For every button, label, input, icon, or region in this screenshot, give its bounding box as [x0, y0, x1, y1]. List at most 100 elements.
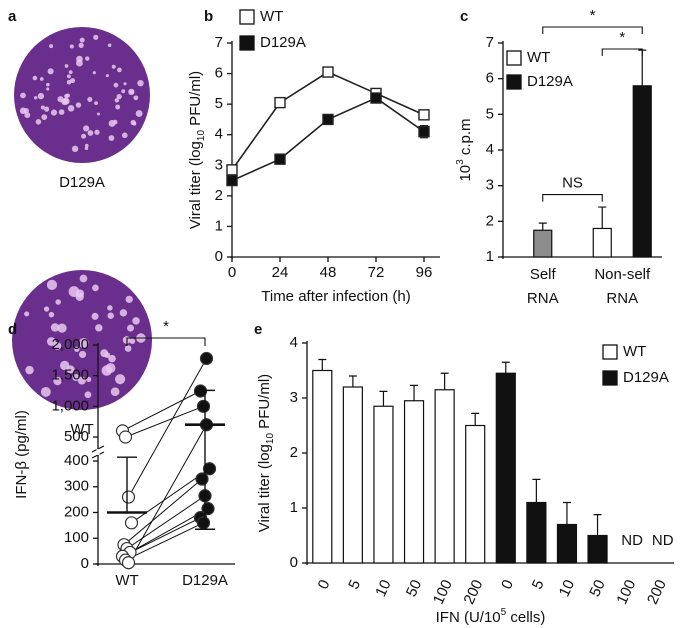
plaque	[84, 391, 92, 399]
plaque	[130, 90, 135, 94]
panel-label: e	[254, 321, 262, 338]
plaque	[129, 338, 136, 344]
marker	[274, 96, 286, 109]
pair-line	[123, 478, 203, 546]
plaque	[64, 64, 69, 68]
y-tick-label: 6	[215, 65, 223, 82]
y-tick-label: 3	[486, 177, 494, 194]
y-tick-label: 0	[290, 554, 298, 571]
y-axis-label-part: 10	[265, 433, 276, 445]
plaque	[57, 96, 64, 103]
plaque	[64, 93, 69, 99]
plaque	[46, 337, 56, 346]
bar	[587, 534, 608, 564]
plaque	[84, 146, 89, 151]
legend-swatch	[239, 35, 255, 51]
axis-break-gap	[96, 449, 100, 455]
point	[118, 430, 133, 444]
y-tick-label: 4	[290, 334, 298, 351]
x-tick-label: 50	[403, 577, 425, 599]
marker	[322, 66, 334, 78]
pair-line	[126, 495, 206, 549]
y-tick-label: 200	[64, 503, 89, 520]
y-tick-label: 2	[290, 444, 298, 461]
plaque	[39, 77, 44, 81]
marker	[274, 153, 286, 165]
y-tick-label: 2,000	[51, 336, 89, 353]
error-bar	[410, 384, 419, 401]
plaque	[116, 93, 122, 100]
y-tick-label: 5	[486, 105, 494, 122]
point	[196, 399, 211, 413]
plaque	[92, 284, 99, 292]
x-tick-label: 200	[460, 577, 486, 607]
annotation: *	[619, 29, 625, 46]
plaque	[55, 299, 61, 305]
y-tick-label: 300	[64, 478, 89, 495]
plaque	[123, 82, 127, 86]
y-tick-label: 6	[486, 70, 494, 87]
x-tick-label: 5	[529, 577, 548, 592]
y-tick-label: 0	[215, 248, 223, 265]
x-axis-label-part: 5	[501, 607, 507, 618]
plaque	[124, 345, 132, 352]
plaque	[108, 354, 116, 363]
annotation: *	[163, 318, 169, 335]
x-tick-label: 0	[498, 577, 517, 592]
bar	[592, 227, 612, 258]
plaque	[84, 143, 89, 148]
plaque	[105, 74, 109, 78]
plaque	[20, 92, 26, 99]
y-tick-label: 7	[486, 34, 494, 51]
plaque	[43, 306, 50, 312]
x-tick-label: WT	[115, 572, 138, 589]
plaque	[104, 352, 111, 359]
y-tick-label: 1	[290, 499, 298, 516]
plaque	[107, 43, 112, 48]
pair-line	[125, 405, 204, 438]
x-tick-label: 50	[586, 577, 608, 599]
plaque	[101, 365, 113, 376]
plaque	[83, 125, 90, 132]
y-tick-label: 0	[81, 555, 89, 572]
x-tick-label: 72	[368, 264, 385, 281]
plaque	[25, 365, 34, 375]
pair-line	[125, 522, 204, 561]
y-tick-label: 500	[64, 428, 89, 445]
bar	[533, 229, 553, 258]
plaque	[47, 68, 54, 75]
marker	[226, 164, 238, 176]
plaque	[94, 129, 100, 135]
plaque	[33, 96, 38, 100]
error-bar	[379, 390, 388, 407]
error-bar	[348, 375, 357, 387]
bar	[465, 424, 486, 564]
y-tick-label: 1	[215, 217, 223, 234]
plaque	[48, 311, 55, 318]
y-tick-label: 1,000	[51, 397, 89, 414]
plaque	[115, 104, 121, 110]
y-axis-label-part: c.p.m	[457, 118, 474, 159]
significance-bracket	[601, 48, 643, 56]
plaque	[78, 338, 89, 349]
plaque	[62, 97, 70, 105]
x-tick-label: 48	[320, 264, 337, 281]
plaque	[50, 323, 60, 332]
marker	[418, 125, 430, 138]
legend-swatch	[506, 74, 522, 90]
x-tick-label: 0	[228, 264, 236, 281]
plaque	[94, 101, 98, 105]
plaque	[125, 295, 133, 303]
x-tick-label: 5	[345, 577, 364, 592]
panel-label: a	[8, 8, 17, 25]
bar	[495, 372, 516, 564]
plaque	[93, 34, 99, 40]
y-tick-label: 3	[290, 389, 298, 406]
point	[121, 556, 136, 570]
value-label: ND	[621, 532, 643, 549]
bar	[342, 386, 363, 564]
y-axis-label-part: 10	[196, 130, 207, 142]
plaque	[78, 42, 84, 49]
legend-swatch	[239, 9, 255, 25]
plaque	[40, 105, 45, 110]
